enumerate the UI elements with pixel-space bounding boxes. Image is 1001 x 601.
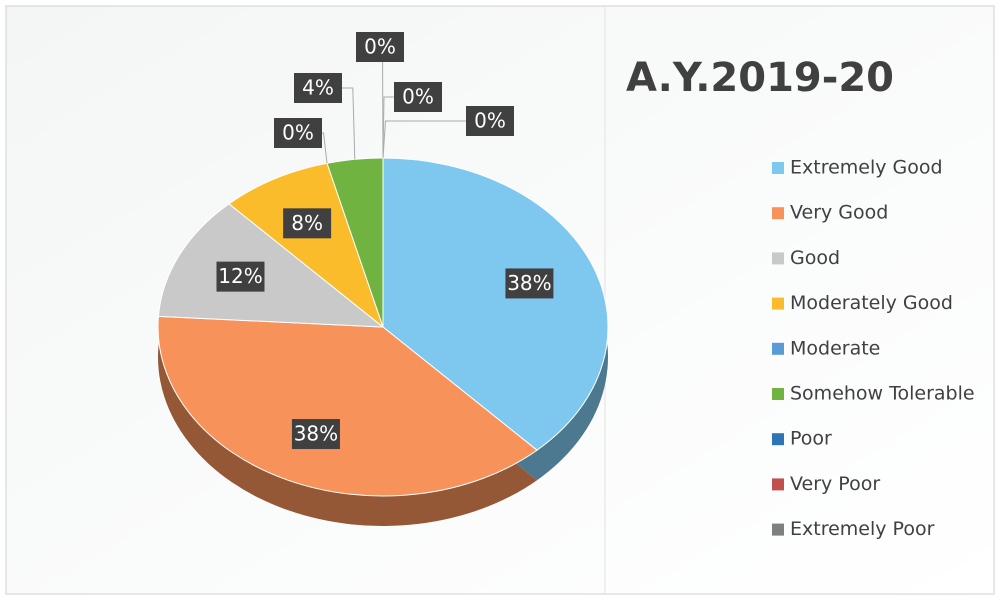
data-labels: 38% 38% 12% 8% 0% 4% 0% 0% 0%	[216, 32, 554, 450]
legend-label: Moderate	[790, 337, 880, 359]
legend-label: Moderately Good	[790, 292, 953, 314]
legend-swatch	[772, 388, 784, 400]
pie-slice	[157, 315, 538, 497]
leader-line	[341, 87, 356, 160]
data-label-box	[283, 208, 332, 239]
data-label-box	[505, 268, 554, 299]
legend-swatch	[772, 252, 784, 265]
pie-slice	[382, 157, 609, 451]
data-label-box	[466, 106, 514, 136]
pie-slice	[157, 203, 385, 328]
legend-swatch	[772, 162, 784, 174]
data-label: 0%	[402, 85, 434, 109]
pie-top	[157, 157, 609, 497]
data-label-box	[274, 118, 322, 148]
legend-label: Extremely Good	[790, 157, 943, 179]
data-label-box	[356, 32, 404, 62]
legend-label: Very Poor	[790, 473, 880, 495]
pie-slice	[228, 162, 385, 329]
data-label-box	[394, 82, 442, 112]
data-label: 38%	[507, 271, 551, 295]
data-label: 38%	[294, 422, 338, 446]
legend: Extremely Good Very Good Good Moderately Go…	[772, 157, 975, 540]
data-label: 0%	[474, 109, 506, 133]
legend-swatch	[772, 297, 784, 310]
data-label: 12%	[218, 264, 262, 288]
legend-label: Somehow Tolerable	[790, 383, 975, 405]
legend-label: Very Good	[790, 202, 888, 224]
legend-swatch	[772, 207, 784, 220]
legend-swatch	[772, 342, 784, 355]
data-label: 0%	[282, 121, 314, 145]
legend-label: Good	[790, 247, 840, 269]
chart-title: A.Y.2019-20	[626, 55, 894, 101]
data-label-box	[291, 419, 340, 450]
legend-swatch	[772, 478, 784, 491]
data-label-box	[216, 261, 265, 292]
data-label-box	[294, 73, 342, 103]
legend-label: Poor	[790, 428, 832, 450]
data-label: 0%	[364, 35, 396, 59]
legend-label: Extremely Poor	[790, 518, 935, 540]
data-label: 4%	[302, 76, 334, 100]
data-label: 8%	[291, 211, 323, 235]
legend-swatch	[772, 433, 784, 446]
legend-swatch	[772, 523, 784, 536]
